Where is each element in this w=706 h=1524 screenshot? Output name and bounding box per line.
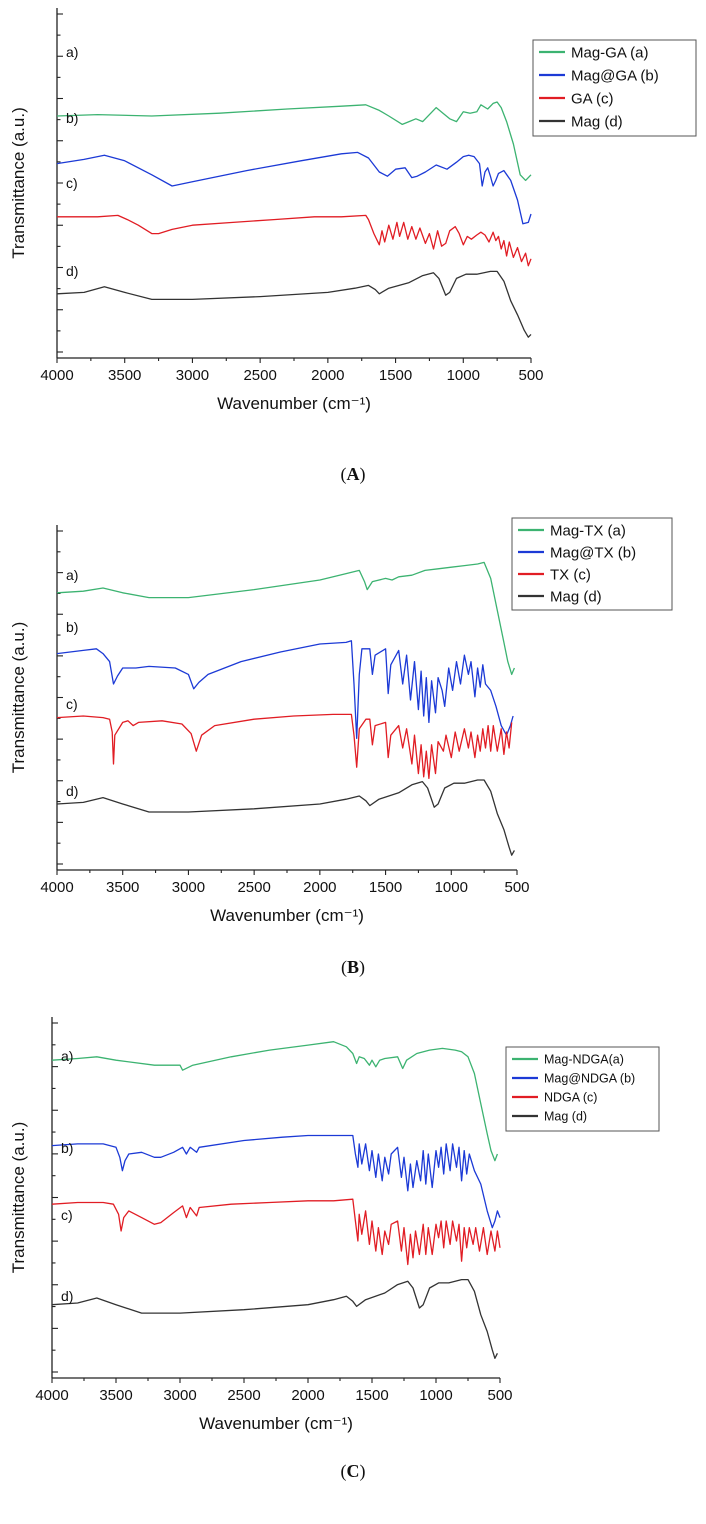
x-tick-label: 1500 bbox=[355, 1387, 388, 1404]
x-axis-title: Wavenumber (cm⁻¹) bbox=[199, 1414, 353, 1433]
legend-entry: Mag (d) bbox=[550, 588, 602, 605]
curve-label: c) bbox=[66, 175, 78, 191]
legend-entry: TX (c) bbox=[550, 566, 591, 583]
series-line-4 bbox=[51, 1278, 498, 1359]
x-tick-label: 2000 bbox=[311, 367, 344, 384]
y-axis-title: Transmittance (a.u.) bbox=[9, 107, 28, 258]
x-tick-label: 4000 bbox=[35, 1387, 68, 1404]
x-tick-label: 1000 bbox=[419, 1387, 452, 1404]
legend: Mag-GA (a) Mag@GA (b) GA (c) Mag (d) bbox=[532, 39, 697, 137]
x-tick-label: 1000 bbox=[435, 879, 468, 896]
x-tick-label: 4000 bbox=[40, 367, 73, 384]
curve-label: d) bbox=[61, 1288, 73, 1304]
legend-entry: GA (c) bbox=[571, 90, 614, 107]
curve-label: b) bbox=[66, 619, 78, 635]
legend: Mag-TX (a) Mag@TX (b) TX (c) Mag (d) bbox=[511, 517, 673, 611]
series-line-1 bbox=[56, 561, 515, 676]
x-tick-label: 2000 bbox=[303, 879, 336, 896]
x-tick-label: 2000 bbox=[291, 1387, 324, 1404]
legend-entry: Mag@TX (b) bbox=[550, 544, 636, 561]
panel-caption: (A) bbox=[341, 464, 366, 485]
legend-entry: Mag-NDGA(a) bbox=[544, 1053, 624, 1067]
chart-panel-c: 4000 3500 3000 2500 2000 1500 1000 500 Wavenumbe… bbox=[9, 1017, 660, 1482]
curve-label: a) bbox=[61, 1048, 73, 1064]
x-tick-label: 1000 bbox=[447, 367, 480, 384]
x-axis-title: Wavenumber (cm⁻¹) bbox=[210, 906, 364, 925]
curve-label: a) bbox=[66, 567, 78, 583]
x-tick-label: 3500 bbox=[106, 879, 139, 896]
curve-label: a) bbox=[66, 44, 78, 60]
x-tick-label: 500 bbox=[504, 879, 529, 896]
legend-entry: Mag-TX (a) bbox=[550, 522, 626, 539]
x-tick-label: 1500 bbox=[379, 367, 412, 384]
x-tick-label: 2500 bbox=[237, 879, 270, 896]
x-tick-label: 1500 bbox=[369, 879, 402, 896]
x-tick-label: 2500 bbox=[243, 367, 276, 384]
legend-entry: Mag (d) bbox=[544, 1110, 587, 1124]
curve-label: d) bbox=[66, 783, 78, 799]
curve-label: c) bbox=[66, 696, 78, 712]
x-axis-title: Wavenumber (cm⁻¹) bbox=[217, 394, 371, 413]
series-line-2 bbox=[56, 640, 514, 740]
series-line-4 bbox=[56, 270, 532, 338]
x-tick-label: 2500 bbox=[227, 1387, 260, 1404]
x-tick-label: 3500 bbox=[108, 367, 141, 384]
curve-label: b) bbox=[61, 1140, 73, 1156]
legend-entry: Mag (d) bbox=[571, 113, 623, 130]
legend-entry: NDGA (c) bbox=[544, 1091, 597, 1105]
legend-entry: Mag@GA (b) bbox=[571, 67, 659, 84]
x-tick-label: 4000 bbox=[40, 879, 73, 896]
series-line-2 bbox=[51, 1134, 501, 1229]
x-tick-label: 3000 bbox=[163, 1387, 196, 1404]
legend-entry: Mag-GA (a) bbox=[571, 44, 649, 61]
panel-caption: (C) bbox=[341, 1461, 366, 1482]
curve-label: d) bbox=[66, 263, 78, 279]
x-tick-label: 3000 bbox=[172, 879, 205, 896]
legend: Mag-NDGA(a) Mag@NDGA (b) NDGA (c) Mag (d) bbox=[505, 1046, 660, 1132]
series-line-3 bbox=[56, 713, 513, 780]
chart-panel-a: 4000 3500 3000 2500 2000 1500 1000 500 Wavenumbe… bbox=[9, 8, 697, 485]
y-axis-title: Transmittance (a.u.) bbox=[9, 1122, 28, 1273]
y-axis-title: Transmittance (a.u.) bbox=[9, 622, 28, 773]
chart-panel-b: 4000 3500 3000 2500 2000 1500 1000 500 Wavenumbe… bbox=[9, 517, 673, 978]
series-line-4 bbox=[56, 779, 515, 856]
legend-box bbox=[511, 517, 673, 611]
x-tick-label: 3500 bbox=[99, 1387, 132, 1404]
series-line-3 bbox=[51, 1198, 501, 1266]
x-tick-label: 500 bbox=[518, 367, 543, 384]
curve-label: b) bbox=[66, 110, 78, 126]
series-line-1 bbox=[56, 101, 532, 182]
legend-entry: Mag@NDGA (b) bbox=[544, 1072, 635, 1086]
panel-caption: (B) bbox=[341, 957, 365, 978]
series-line-1 bbox=[51, 1041, 499, 1162]
curve-label: c) bbox=[61, 1207, 73, 1223]
series-line-2 bbox=[56, 151, 532, 225]
series-line-3 bbox=[57, 214, 532, 267]
x-tick-label: 3000 bbox=[176, 367, 209, 384]
x-tick-label: 500 bbox=[487, 1387, 512, 1404]
